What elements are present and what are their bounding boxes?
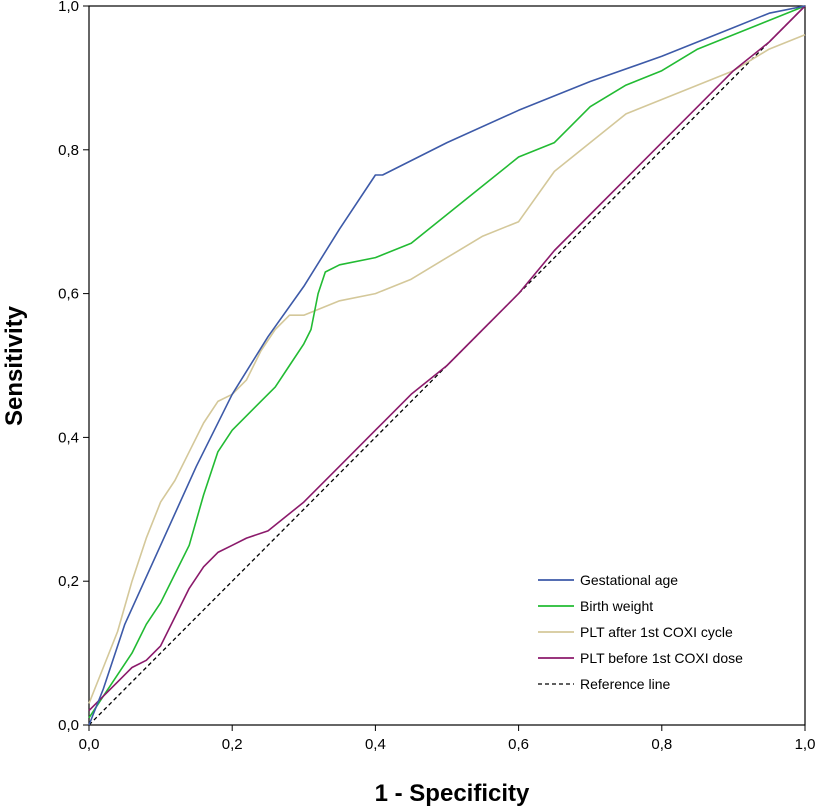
series-line-plt-before-1st-coxi-dose <box>88 5 806 712</box>
series-layer <box>88 5 806 726</box>
series-line-birth-weight <box>88 5 806 719</box>
x-tick-label: 0,4 <box>365 736 386 753</box>
y-tick-label: 0,6 <box>58 286 79 303</box>
x-tick-label: 0,6 <box>508 736 529 753</box>
x-tick-label: 0,2 <box>222 736 243 753</box>
series-line-gestational-age <box>88 5 806 726</box>
series-line-plt-after-1st-coxi-cycle <box>88 34 806 704</box>
x-tick-label: 1,0 <box>795 736 816 753</box>
x-axis-title: 1 - Specificity <box>375 780 530 807</box>
x-tick-label: 0,8 <box>651 736 672 753</box>
legend-label: PLT after 1st COXI cycle <box>580 624 733 640</box>
axis-ticks: 0,0 0,2 0,4 0,6 0,8 1,0 0,0 0,2 0,4 0,6 0,8 1,0 <box>58 0 815 753</box>
y-axis-title: Sensitivity <box>1 305 28 426</box>
legend-label: Gestational age <box>580 572 678 588</box>
legend-label: PLT before 1st COXI dose <box>580 650 743 666</box>
y-tick-label: 0,4 <box>58 429 79 446</box>
y-tick-label: 0,2 <box>58 573 79 590</box>
legend-label: Birth weight <box>580 598 653 614</box>
legend-label: Reference line <box>580 676 670 692</box>
x-tick-label: 0,0 <box>79 736 100 753</box>
y-tick-label: 0,8 <box>58 142 79 159</box>
legend-box <box>528 566 802 700</box>
y-tick-label: 0,0 <box>58 717 79 734</box>
legend: Gestational age Birth weight PLT after 1st… <box>528 566 802 700</box>
y-tick-label: 1,0 <box>58 0 79 15</box>
